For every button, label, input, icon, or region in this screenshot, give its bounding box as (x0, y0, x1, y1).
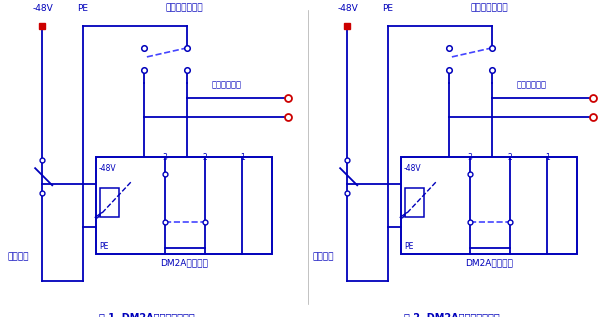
Text: 2: 2 (508, 153, 512, 163)
Bar (100, 188, 119, 217)
Text: DM2A防雷模块: DM2A防雷模块 (465, 259, 513, 268)
Text: PE: PE (99, 242, 108, 251)
Bar (401, 157, 577, 254)
Text: PE: PE (77, 4, 88, 13)
Text: 3: 3 (467, 153, 472, 163)
Text: 3: 3 (162, 153, 167, 163)
Text: 远程告警输出: 远程告警输出 (517, 81, 547, 90)
Bar (96, 157, 272, 254)
Text: 1: 1 (545, 153, 550, 163)
Text: 防雷模块断路器: 防雷模块断路器 (166, 4, 204, 13)
Text: PE: PE (404, 242, 413, 251)
Text: DM2A防雷模块: DM2A防雷模块 (160, 259, 208, 268)
Text: -48V: -48V (99, 164, 117, 173)
Text: 总断路器: 总断路器 (312, 252, 334, 261)
Text: 远程告警输出: 远程告警输出 (212, 81, 242, 90)
Text: 防雷模块断路器: 防雷模块断路器 (471, 4, 509, 13)
Bar (405, 188, 424, 217)
Text: 总断路器: 总断路器 (7, 252, 29, 261)
Text: -48V: -48V (404, 164, 422, 173)
Text: 图 1  DM2A防雷模块接线图: 图 1 DM2A防雷模块接线图 (99, 312, 195, 317)
Text: 1: 1 (240, 153, 245, 163)
Text: -48V: -48V (32, 4, 53, 13)
Text: 图 2  DM2A防雷模块接线图: 图 2 DM2A防雷模块接线图 (404, 312, 500, 317)
Text: PE: PE (382, 4, 393, 13)
Text: -48V: -48V (337, 4, 358, 13)
Text: 2: 2 (203, 153, 207, 163)
